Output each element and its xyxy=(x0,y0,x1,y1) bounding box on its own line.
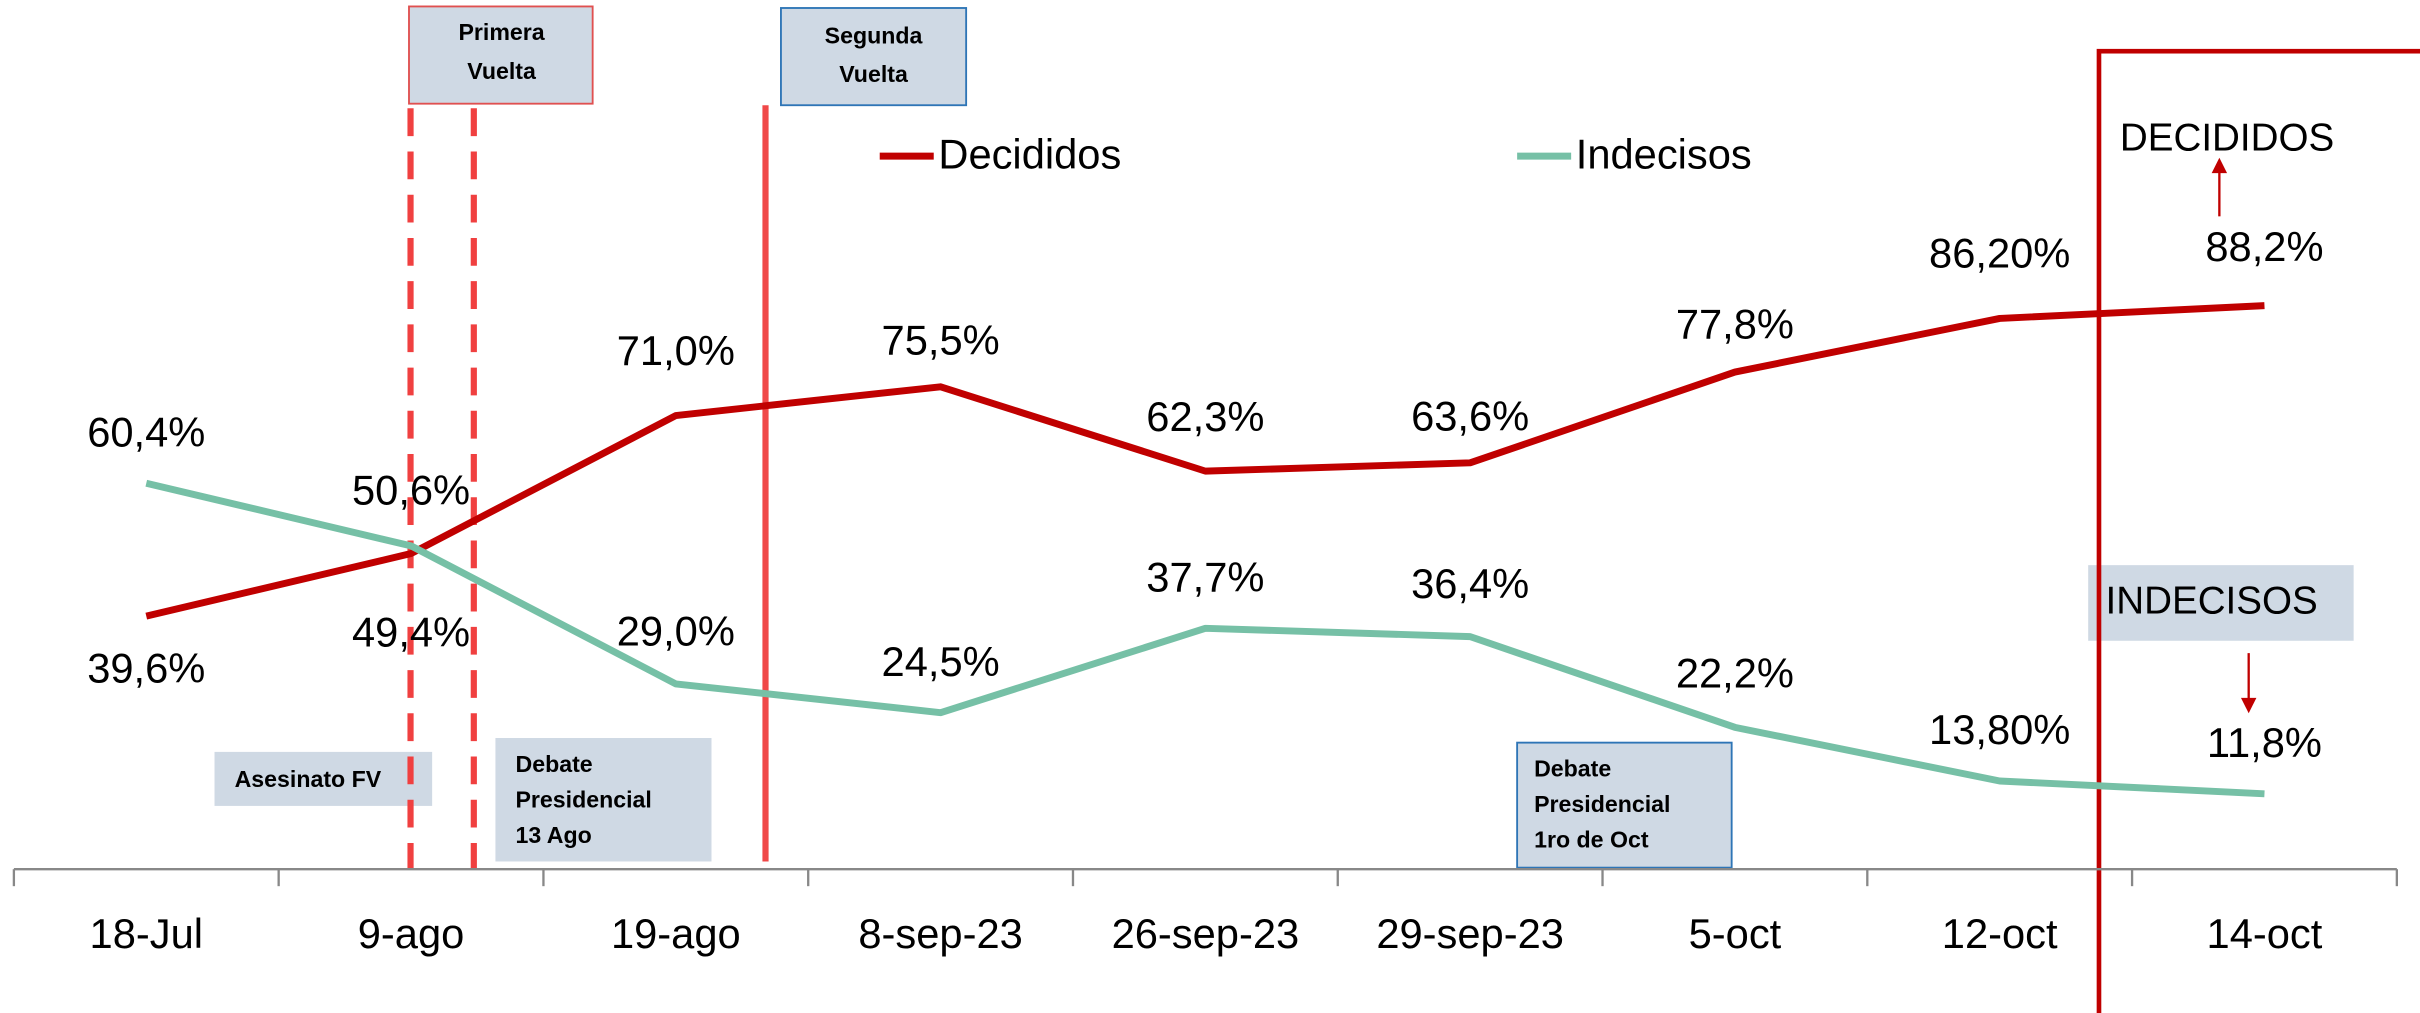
annotation-box xyxy=(2088,565,2354,641)
annotation-box xyxy=(495,738,712,862)
arrow-head xyxy=(2240,697,2257,714)
annotation-line: Debate xyxy=(1534,756,1611,782)
x-tick-label: 19-ago xyxy=(611,910,741,957)
data-label: 77,8% xyxy=(1676,300,1794,347)
data-label: 50,6% xyxy=(352,466,470,513)
arrow-head xyxy=(2211,157,2228,174)
data-label: 24,5% xyxy=(882,638,1000,685)
legend-label: Indecisos xyxy=(1576,131,1752,178)
annotation-line: Asesinato FV xyxy=(235,766,382,792)
data-label: 36,4% xyxy=(1411,560,1529,607)
x-tick-label: 9-ago xyxy=(358,910,465,957)
series-line xyxy=(145,302,2265,620)
annotation-line: Segunda xyxy=(825,22,924,48)
x-tick-label: 14-oct xyxy=(2207,910,2323,957)
annotation-line: Vuelta xyxy=(839,61,909,87)
annotation-line: Presidencial xyxy=(1534,791,1670,817)
series-line xyxy=(145,479,2265,798)
data-label: 11,8% xyxy=(2207,719,2322,766)
x-tick-label: 18-Jul xyxy=(90,910,203,957)
x-tick-label: 8-sep-23 xyxy=(858,910,1022,957)
annotation-box xyxy=(214,751,433,806)
x-tick-label: 29-sep-23 xyxy=(1376,910,1564,957)
annotation-line: Vuelta xyxy=(467,58,537,84)
annotation: Primera Vuelta xyxy=(458,19,545,84)
data-label: 71,0% xyxy=(617,327,735,374)
data-label: 22,2% xyxy=(1676,649,1794,696)
annotation-line: 13 Ago xyxy=(515,822,591,848)
x-tick-label: 12-oct xyxy=(1942,910,2058,957)
data-label: 39,6% xyxy=(87,645,205,692)
annotation-line: Primera xyxy=(458,19,545,45)
annotation-line: DECIDIDOS xyxy=(2120,117,2334,160)
x-tick-label: 26-sep-23 xyxy=(1112,910,1300,957)
annotation-box xyxy=(780,7,968,107)
data-label: 75,5% xyxy=(882,317,1000,364)
legend-label: Decididos xyxy=(938,131,1121,178)
data-label: 37,7% xyxy=(1146,553,1264,600)
x-tick-label: 5-oct xyxy=(1689,910,1782,957)
annotation: Segunda Vuelta xyxy=(825,22,924,87)
annotation-line: Debate xyxy=(515,751,592,777)
data-label: 62,3% xyxy=(1146,393,1264,440)
data-label: 49,4% xyxy=(352,608,470,655)
annotation-box xyxy=(1516,741,1733,869)
annotation: Debate Presidencial 13 Ago xyxy=(515,751,651,848)
highlight-frame xyxy=(2096,48,2420,1013)
data-label: 63,6% xyxy=(1411,393,1529,440)
annotation: DECIDIDOS xyxy=(2120,117,2334,160)
annotation-line: Presidencial xyxy=(515,786,651,812)
data-label: 86,20% xyxy=(1929,230,2070,277)
data-label: 60,4% xyxy=(87,408,205,455)
annotation: Debate Presidencial 1ro de Oct xyxy=(1534,756,1670,853)
annotation: INDECISOS xyxy=(2106,580,2318,623)
annotation-line: INDECISOS xyxy=(2106,580,2318,623)
annotation-line: 1ro de Oct xyxy=(1534,827,1649,853)
data-label: 88,2% xyxy=(2205,223,2323,270)
annotation-box xyxy=(408,5,594,105)
data-label: 29,0% xyxy=(617,608,735,655)
data-label: 13,80% xyxy=(1929,706,2070,753)
annotation: Asesinato FV xyxy=(235,766,382,792)
